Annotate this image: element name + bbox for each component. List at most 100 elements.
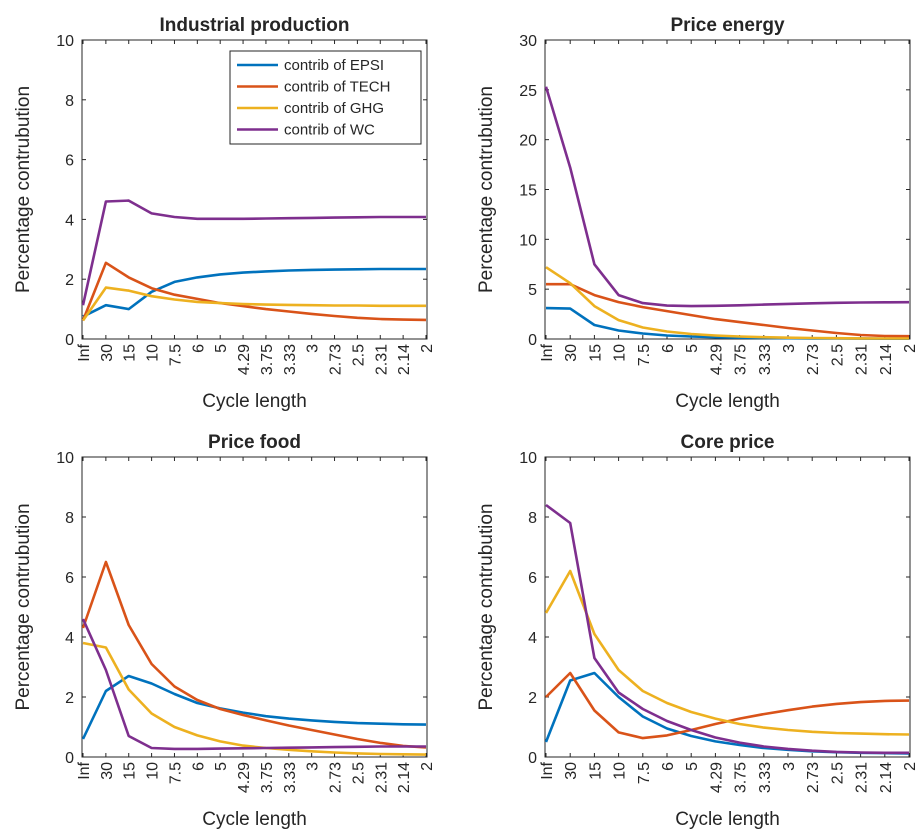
y-axis-label: Percentage contrubution bbox=[476, 503, 497, 710]
x-tick-label: 7.5 bbox=[167, 344, 184, 366]
x-tick-label: 15 bbox=[587, 762, 604, 780]
x-tick-label: 6 bbox=[190, 762, 207, 771]
x-tick-label: 2.73 bbox=[805, 762, 822, 793]
axes-box bbox=[544, 456, 911, 758]
x-tick-label: 4.29 bbox=[708, 344, 725, 375]
x-tick-label: 3.75 bbox=[733, 344, 750, 375]
y-tick-label: 10 bbox=[519, 232, 537, 249]
x-tick-label: 2 bbox=[419, 762, 436, 771]
x-tick-label: 3 bbox=[305, 344, 322, 353]
series-line-tech bbox=[81, 261, 427, 322]
y-tick-label: 6 bbox=[65, 570, 74, 587]
series-line-wc bbox=[81, 618, 426, 751]
x-tick-label: 5 bbox=[684, 762, 701, 771]
series-line-tech bbox=[546, 282, 910, 338]
x-tick-label: 3.33 bbox=[282, 344, 299, 375]
y-axis-label: Percentage contrubution bbox=[13, 86, 34, 293]
x-tick-label: 3.75 bbox=[259, 762, 276, 793]
x-tick-label: 2 bbox=[419, 344, 436, 353]
chart-title: Price food bbox=[208, 432, 301, 453]
legend-entry: contrib of WC bbox=[284, 122, 375, 139]
x-tick-label: 3.75 bbox=[733, 762, 750, 793]
x-tick-label: 7.5 bbox=[636, 762, 653, 784]
legend: contrib of EPSI contrib of TECH contrib of… bbox=[229, 50, 422, 145]
x-tick-label: 3.75 bbox=[259, 344, 276, 375]
x-tick-label: 10 bbox=[145, 762, 162, 780]
series-line-ghg bbox=[81, 286, 426, 322]
x-tick-label: 2.14 bbox=[396, 762, 413, 793]
x-tick-label: 2.31 bbox=[854, 762, 871, 793]
y-tick-label: 20 bbox=[519, 133, 537, 150]
y-tick-label: 4 bbox=[65, 212, 74, 229]
x-tick-label: 2.73 bbox=[328, 762, 345, 793]
series-line-tech bbox=[545, 671, 910, 740]
y-tick-label: 2 bbox=[528, 690, 537, 707]
series-line-epsi bbox=[82, 267, 426, 318]
y-tick-label: 10 bbox=[56, 33, 74, 50]
x-tick-label: 15 bbox=[587, 344, 604, 362]
x-tick-label: 10 bbox=[612, 344, 629, 362]
series-line-wc bbox=[81, 199, 426, 306]
x-tick-label: 3 bbox=[305, 762, 322, 771]
x-tick-label: Inf bbox=[76, 761, 93, 779]
x-tick-label: 5 bbox=[684, 344, 701, 353]
x-tick-label: 7.5 bbox=[636, 344, 653, 366]
x-tick-label: 10 bbox=[612, 762, 629, 780]
y-axis-label: Percentage contrubution bbox=[13, 503, 34, 710]
x-tick-label: 4.29 bbox=[236, 762, 253, 793]
x-tick-label: 2.14 bbox=[396, 344, 413, 375]
chart-title: Core price bbox=[681, 432, 775, 453]
x-tick-label: 4.29 bbox=[236, 344, 253, 375]
legend-entry: contrib of GHG bbox=[284, 100, 384, 117]
chart-title: Price energy bbox=[670, 15, 784, 36]
x-tick-label: 3 bbox=[781, 762, 798, 771]
x-axis-label: Cycle length bbox=[675, 809, 780, 830]
y-tick-label: 5 bbox=[528, 282, 537, 299]
x-tick-label: 3.33 bbox=[757, 762, 774, 793]
series-line-ghg bbox=[544, 569, 910, 736]
series-line-epsi bbox=[81, 674, 427, 740]
y-tick-label: 0 bbox=[528, 750, 537, 767]
y-tick-label: 6 bbox=[528, 570, 537, 587]
series-line-tech bbox=[81, 560, 427, 749]
x-tick-label: 5 bbox=[213, 762, 230, 771]
x-tick-label: 30 bbox=[99, 762, 116, 780]
x-tick-label: 2.73 bbox=[328, 344, 345, 375]
x-axis-label: Cycle length bbox=[675, 391, 780, 412]
x-tick-label: 3.33 bbox=[282, 762, 299, 793]
y-tick-label: 0 bbox=[65, 750, 74, 767]
y-tick-label: 0 bbox=[65, 332, 74, 349]
x-tick-label: 30 bbox=[563, 344, 580, 362]
y-tick-label: 8 bbox=[65, 93, 74, 110]
series-line-ghg bbox=[82, 641, 427, 756]
x-tick-label: 5 bbox=[213, 344, 230, 353]
y-tick-label: 25 bbox=[519, 83, 537, 100]
x-tick-label: 2.31 bbox=[373, 344, 390, 375]
x-tick-label: 10 bbox=[145, 344, 162, 362]
y-tick-label: 8 bbox=[528, 510, 537, 527]
x-tick-label: Inf bbox=[539, 761, 556, 779]
y-tick-label: 15 bbox=[519, 183, 537, 200]
x-tick-label: 2 bbox=[902, 762, 919, 771]
x-tick-label: 30 bbox=[563, 762, 580, 780]
y-tick-label: 6 bbox=[65, 153, 74, 170]
x-tick-label: 15 bbox=[122, 344, 139, 362]
axes-box bbox=[544, 39, 911, 340]
x-tick-label: 30 bbox=[99, 344, 116, 362]
y-tick-label: 0 bbox=[528, 332, 537, 349]
axes-box bbox=[81, 39, 428, 340]
legend-entry: contrib of EPSI bbox=[284, 57, 384, 74]
x-tick-label: Inf bbox=[539, 343, 556, 361]
y-tick-label: 8 bbox=[65, 510, 74, 527]
legend-entry: contrib of TECH bbox=[284, 79, 390, 96]
series-line-wc bbox=[545, 503, 909, 755]
x-tick-label: Inf bbox=[76, 343, 93, 361]
x-tick-label: 2.31 bbox=[373, 762, 390, 793]
y-tick-label: 30 bbox=[519, 33, 537, 50]
x-tick-label: 2.73 bbox=[805, 344, 822, 375]
x-tick-label: 6 bbox=[660, 344, 677, 353]
y-tick-label: 4 bbox=[528, 630, 537, 647]
